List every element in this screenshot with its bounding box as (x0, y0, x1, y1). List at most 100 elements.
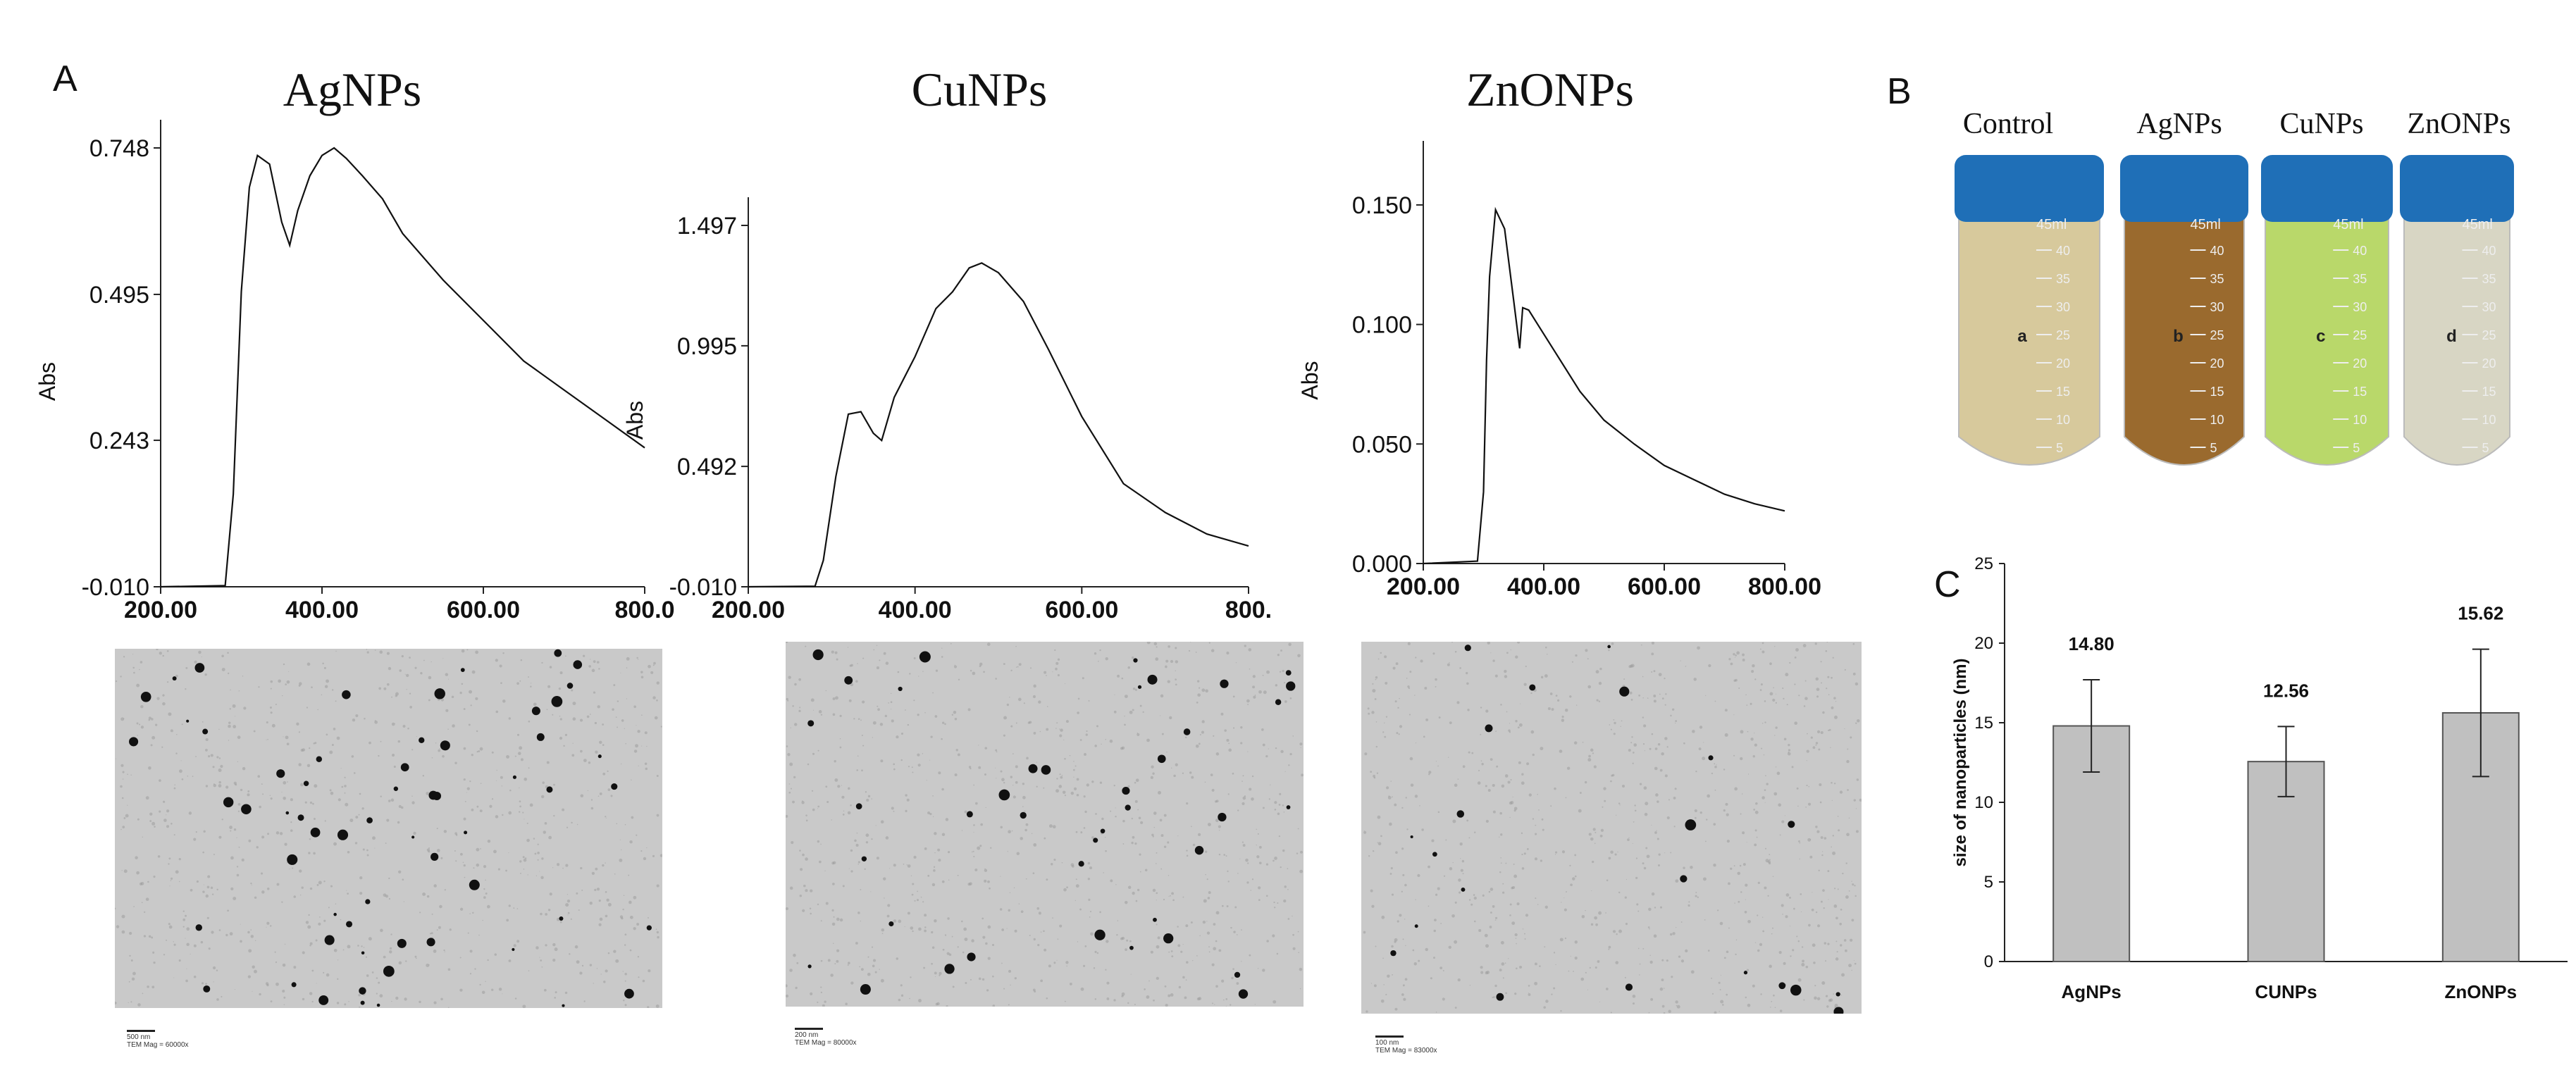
tube-grad-mark: 25 (2482, 328, 2496, 342)
tube-grad-mark: 10 (2482, 413, 2496, 427)
tem-particle (303, 780, 309, 786)
tube-grad-mark: 20 (2056, 356, 2070, 371)
tem-particle (1183, 728, 1191, 735)
tube-cunps: 45ml 40 35 30 25 20 15 10 5 c (2261, 155, 2393, 466)
tube-grad-mark: 20 (2353, 356, 2367, 371)
tem-particle (1607, 645, 1611, 649)
tem-particle (1238, 989, 1249, 999)
tem-scale-cunps: 200 nm TEM Mag = 80000x (795, 1012, 857, 1047)
tem-particle (195, 924, 202, 931)
tem-particle (194, 663, 205, 673)
bar-y-tick-label: 0 (1984, 952, 1993, 971)
tem-particle (1833, 1007, 1844, 1014)
tem-particle (1028, 764, 1038, 773)
tube-grad-mark: 40 (2210, 244, 2224, 258)
tem-particle (285, 811, 290, 815)
uv-y-tick-label: 0.748 (89, 135, 149, 162)
tube-grad-mark: 35 (2210, 272, 2224, 286)
tem-particle (1275, 699, 1282, 705)
tem-particle (512, 775, 516, 779)
tem-particle (1390, 950, 1397, 957)
uv-spectrum-line (160, 147, 645, 588)
panel-letter-b: B (1887, 71, 1912, 112)
tem-particle (1790, 984, 1802, 996)
tem-particle (855, 803, 862, 809)
bar-y-tick-label: 10 (1974, 793, 1993, 812)
tem-particle (428, 790, 438, 800)
tem-particle (426, 938, 435, 947)
tem-particle (844, 676, 853, 685)
tem-particle (365, 899, 371, 904)
tem-particle (536, 733, 545, 741)
tem-particle (546, 786, 553, 793)
tem-particle (469, 879, 480, 890)
uv-x-tick-label: 200.00 (712, 597, 785, 623)
tem-particle (1220, 679, 1229, 688)
tube-letter: d (2446, 327, 2457, 346)
tem-particle (297, 814, 304, 821)
uv-x-tick-label: 800.00 (1748, 573, 1821, 600)
tube-grad-top: 45ml (2333, 217, 2363, 232)
tube-grad-mark: 40 (2056, 244, 2070, 258)
tube-label-control: Control (1962, 108, 2054, 140)
tem-particle (624, 988, 634, 999)
tem-particle (400, 763, 409, 772)
tem-particle (611, 783, 618, 790)
tem-particle (366, 817, 373, 823)
tem-particle (316, 756, 323, 762)
tem-particle (1157, 754, 1166, 764)
uv-y-tick-label: -0.010 (82, 574, 149, 601)
size-bar-chart: 0 5 10 15 20 25 size of nanoparticles (nm) 14.8… (1951, 554, 2568, 1002)
tem-particle (1432, 852, 1437, 857)
tube-grad-mark: 10 (2056, 413, 2070, 427)
bar-y-tick-label: 20 (1974, 634, 1993, 653)
tem-particle (342, 690, 351, 699)
tem-particle (1680, 875, 1688, 883)
tube-cap (2120, 155, 2248, 222)
tem-particle (1133, 658, 1138, 663)
tube-grad-mark: 30 (2210, 300, 2224, 314)
tem-particle (1122, 787, 1130, 795)
tem-particle (861, 856, 867, 861)
uv-y-tick-label: 0.243 (89, 428, 149, 454)
tem-particle (1218, 812, 1227, 822)
tem-particle (531, 707, 540, 716)
uv-spectrum-line (1423, 206, 1785, 565)
uv-x-tick-label: 600.00 (1628, 573, 1701, 600)
tem-particle (512, 947, 515, 951)
tem-particle (1685, 819, 1697, 831)
tem-particle (559, 916, 564, 921)
tem-particle (202, 728, 209, 735)
tem-particle (1147, 674, 1158, 685)
uv-y-label: Abs (35, 362, 60, 401)
uv-x-tick-label: 800.0 (614, 597, 674, 623)
bar-category-label: ZnONPs (2445, 981, 2518, 1002)
tem-particle (324, 935, 335, 945)
bar-y-tick-label: 25 (1974, 554, 1993, 573)
tem-particle (310, 827, 321, 838)
uv-y-tick-label: 0.495 (89, 282, 149, 309)
uv-title-agnps: AgNPs (283, 63, 422, 116)
bar-y-tick-label: 15 (1974, 714, 1993, 733)
uv-y-label: Abs (622, 401, 648, 440)
tem-particle (361, 951, 365, 955)
tem-particle (944, 964, 955, 974)
bar-y-label: size of nanoparticles (nm) (1951, 658, 1970, 866)
tem-particle (172, 676, 177, 681)
tem-particle (1094, 929, 1106, 940)
tube-control: 45ml 40 35 30 25 20 15 10 5 a (1955, 155, 2104, 466)
uv-x-tick-label: 600.00 (1045, 597, 1118, 623)
tube-agnps: 45ml 40 35 30 25 20 15 10 5 b (2120, 155, 2248, 466)
tem-particle (1125, 804, 1131, 811)
bar-y-tick-label: 5 (1984, 873, 1993, 892)
tem-particle (241, 804, 252, 815)
uv-title-cunps: CuNPs (911, 63, 1048, 116)
tube-grad-mark: 30 (2056, 300, 2070, 314)
tem-particle (812, 649, 824, 661)
tube-grad-mark: 40 (2482, 244, 2496, 258)
tem-particle (393, 786, 399, 791)
tem-particle (440, 740, 450, 751)
tube-grad-mark: 5 (2210, 441, 2217, 455)
